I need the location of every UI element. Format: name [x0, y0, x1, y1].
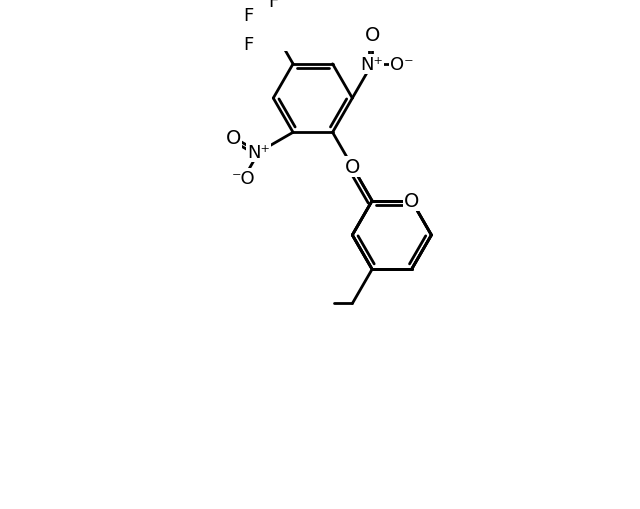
Text: O⁻: O⁻ — [390, 55, 413, 74]
Text: O: O — [225, 128, 241, 148]
Text: ⁻O: ⁻O — [232, 169, 256, 187]
Text: O: O — [345, 158, 360, 177]
Text: O: O — [364, 25, 380, 45]
Text: O: O — [345, 158, 360, 177]
Text: N⁺: N⁺ — [361, 55, 383, 74]
Text: N⁺: N⁺ — [248, 144, 270, 162]
Text: F: F — [243, 7, 253, 25]
Text: F: F — [243, 36, 253, 54]
Text: F: F — [268, 0, 278, 11]
Text: O: O — [404, 192, 419, 211]
